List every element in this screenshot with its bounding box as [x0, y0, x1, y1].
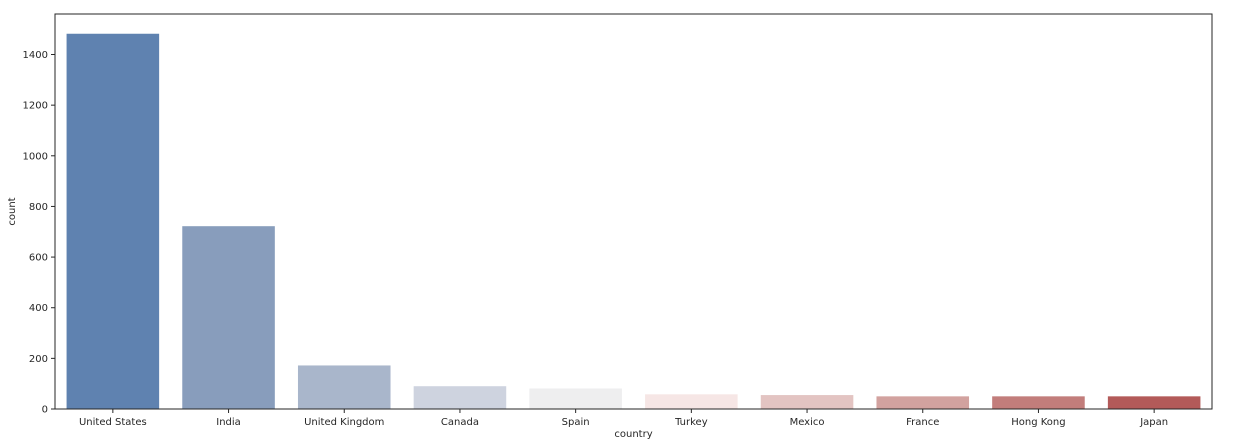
x-tick-label: United Kingdom: [304, 417, 384, 428]
bar-japan: [1107, 396, 1201, 409]
bar-united-states: [66, 33, 160, 409]
y-tick-label: 200: [29, 354, 48, 365]
x-tick-label: Japan: [1139, 417, 1168, 428]
x-axis-label: country: [614, 429, 652, 439]
bar-hong-kong: [992, 396, 1085, 409]
bar-mexico: [760, 395, 854, 409]
bars-group: [66, 33, 1201, 409]
bar-france: [876, 396, 970, 409]
y-tick-label: 400: [29, 303, 48, 314]
y-tick-label: 800: [29, 202, 48, 213]
y-tick-label: 600: [29, 253, 48, 264]
x-tick-label: India: [216, 417, 241, 428]
x-tick-label: Canada: [441, 417, 479, 428]
x-tick-label: Mexico: [790, 417, 825, 428]
plot-frame: [54, 13, 1213, 410]
y-axis-label: count: [7, 197, 18, 225]
bar-turkey: [645, 394, 738, 409]
x-tick-label: Turkey: [674, 417, 708, 428]
x-tick-label: United States: [79, 417, 147, 428]
bar-spain: [529, 388, 622, 409]
x-axis-ticks: United States India United Kingdom Canada Sp…: [79, 409, 1168, 428]
bar-canada: [413, 386, 507, 409]
y-tick-label: 1200: [23, 101, 48, 112]
bar-united-kingdom: [297, 365, 391, 409]
x-tick-label: Hong Kong: [1011, 417, 1065, 428]
bar-india: [182, 226, 275, 409]
y-axis-ticks: 0 200 400 600 800 1000 1200 1400: [23, 50, 55, 416]
x-tick-label: Spain: [562, 417, 590, 428]
y-tick-label: 0: [42, 405, 48, 416]
y-tick-label: 1000: [23, 151, 48, 162]
y-tick-label: 1400: [23, 50, 48, 61]
x-tick-label: France: [906, 417, 939, 428]
